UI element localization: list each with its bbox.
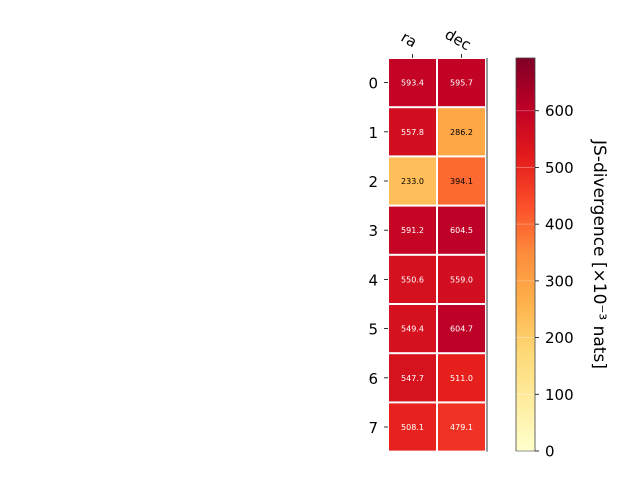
cell-value-label: 479.1 xyxy=(450,423,473,432)
heatmap-cell xyxy=(438,354,485,402)
colorbar-gradient xyxy=(515,57,536,452)
colorbar-tick-label: 400 xyxy=(545,216,574,234)
row-label: 6 xyxy=(368,370,378,388)
cell-value-label: 559.0 xyxy=(450,275,473,284)
heatmap-cell xyxy=(389,157,436,205)
row-label: 4 xyxy=(368,271,378,289)
heatmap-cell xyxy=(389,108,436,156)
heatmap-cell xyxy=(438,206,485,254)
heatmap-cell xyxy=(389,255,436,303)
colorbar-tick-label: 600 xyxy=(545,102,574,120)
heatmap-cell xyxy=(389,206,436,254)
heatmap-cell xyxy=(438,108,485,156)
row-label: 3 xyxy=(368,222,378,240)
heatmap-cell xyxy=(389,305,436,353)
cell-value-label: 394.1 xyxy=(450,177,473,186)
cell-value-label: 604.5 xyxy=(450,226,473,235)
heatmap-cell xyxy=(389,403,436,451)
colorbar-tick-label: 300 xyxy=(545,272,574,290)
colorbar-tick-label: 0 xyxy=(545,443,555,461)
row-label: 0 xyxy=(368,75,378,93)
cell-value-label: 233.0 xyxy=(401,177,424,186)
heatmap-cell xyxy=(438,255,485,303)
heatmap-cell xyxy=(389,59,436,107)
cell-value-label: 550.6 xyxy=(401,275,424,284)
heatmap-cell xyxy=(438,59,485,107)
heatmap-cell xyxy=(438,403,485,451)
colorbar-tick-label: 500 xyxy=(545,159,574,177)
column-label: ra xyxy=(398,28,420,51)
row-label: 2 xyxy=(368,173,378,191)
cell-value-label: 591.2 xyxy=(401,226,424,235)
row-label: 1 xyxy=(368,124,378,142)
column-label: dec xyxy=(442,25,474,54)
cell-value-label: 595.7 xyxy=(450,79,473,88)
cell-value-label: 593.4 xyxy=(401,79,424,88)
cell-value-label: 547.7 xyxy=(401,374,424,383)
cell-value-label: 604.7 xyxy=(450,325,473,334)
colorbar: 0 100 200 300 400 500 600 JS-divergence [×10⁻³ … xyxy=(515,57,609,461)
heatmap-cell xyxy=(389,354,436,402)
cell-value-label: 508.1 xyxy=(401,423,424,432)
cell-value-label: 511.0 xyxy=(450,374,473,383)
colorbar-tick-label: 100 xyxy=(545,386,574,404)
heatmap-cell xyxy=(438,157,485,205)
row-label: 7 xyxy=(368,419,378,437)
heatmap-cell xyxy=(438,305,485,353)
cell-value-label: 557.8 xyxy=(401,128,424,137)
heatmap-cells: 593.4 595.7 557.8 286.2 233.0 394.1 591.2 604.5… xyxy=(389,59,485,451)
cell-value-label: 549.4 xyxy=(401,325,424,334)
colorbar-tick-label: 200 xyxy=(545,329,574,347)
colorbar-label: JS-divergence [×10⁻³ nats] xyxy=(589,139,609,369)
row-label: 5 xyxy=(368,321,378,339)
cell-value-label: 286.2 xyxy=(450,128,473,137)
